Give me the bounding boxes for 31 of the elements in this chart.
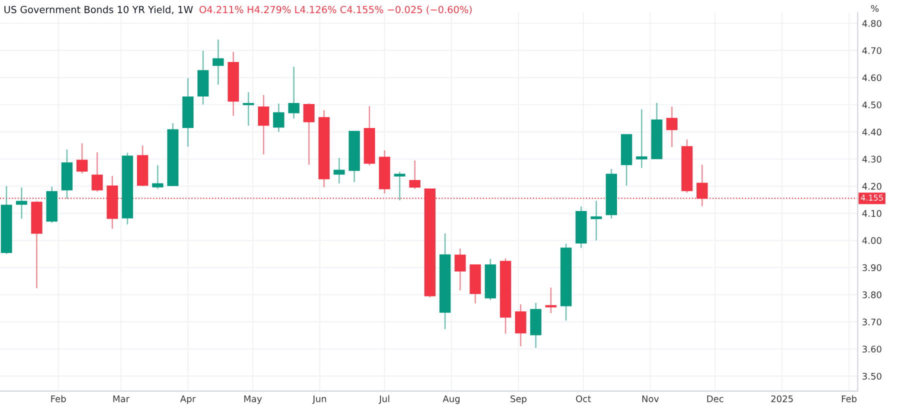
y-tick-label: 4.50 xyxy=(862,101,882,108)
y-axis-title: % xyxy=(871,5,879,12)
y-tick-label: 3.70 xyxy=(862,318,882,326)
y-tick-label: 3.80 xyxy=(862,291,882,298)
y-tick-label: 3.90 xyxy=(862,264,882,272)
y-tick-label: 3.60 xyxy=(862,346,882,353)
x-tick-label: Feb xyxy=(842,395,857,402)
y-tick-label: 4.70 xyxy=(862,47,882,54)
chart-title: US Government Bonds 10 YR Yield, 1W xyxy=(4,6,193,14)
y-tick-label: 4.80 xyxy=(862,20,882,27)
annotation: O4.211% H4.279% L4.126% C4.155% −0.025 (−0.60%) xyxy=(200,6,472,14)
x-tick-label: Dec xyxy=(707,395,724,402)
x-tick-label: Sep xyxy=(510,395,527,404)
ref-line-label: 4.155 xyxy=(860,194,883,201)
x-tick-label: 2025 xyxy=(771,395,793,402)
y-tick-label: 4.40 xyxy=(862,128,882,136)
x-tick-label: Feb xyxy=(51,395,66,402)
y-tick-label: 3.50 xyxy=(862,372,882,380)
x-tick-label: Nov xyxy=(642,395,659,402)
y-tick-label: 4.20 xyxy=(862,182,882,190)
x-tick-label: Jun xyxy=(312,395,326,404)
x-tick-label: Apr xyxy=(180,395,196,404)
x-tick-label: Mar xyxy=(113,395,130,402)
x-tick-label: Oct xyxy=(576,395,591,402)
x-tick-label: Aug xyxy=(442,395,460,404)
x-tick-label: Jul xyxy=(378,395,390,404)
y-tick-label: 4.30 xyxy=(862,156,882,163)
y-tick-label: 4.10 xyxy=(862,210,882,217)
x-tick-label: May xyxy=(244,395,262,404)
y-tick-label: 4.00 xyxy=(862,237,882,244)
y-tick-label: 4.60 xyxy=(862,74,882,82)
